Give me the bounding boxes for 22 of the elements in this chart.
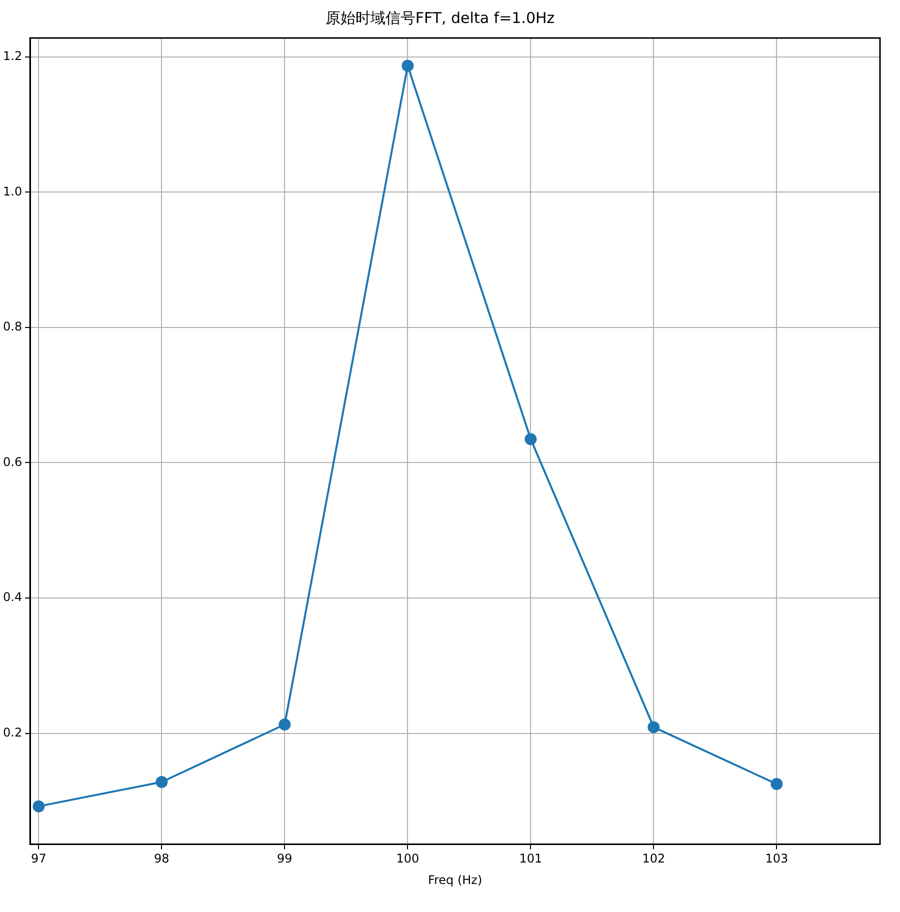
point (156, 776, 168, 788)
chart-title: 原始时域信号FFT, delta f=1.0Hz (325, 8, 555, 27)
x-tick-label: 101 (519, 852, 542, 866)
x-tick-label: 97 (31, 852, 46, 866)
y-tick-label: 1.2 (2, 49, 22, 64)
y-tick-label: 0.8 (2, 320, 22, 334)
point (648, 721, 660, 734)
point (402, 60, 414, 72)
y-tick-label: 0.6 (2, 454, 22, 469)
point (278, 718, 291, 730)
point (32, 800, 45, 812)
y-tick-label: 1.0 (2, 184, 22, 198)
x-axis-title: Freq (Hz) (428, 872, 482, 887)
point (770, 778, 783, 790)
x-tick-label: 98 (154, 852, 170, 866)
x-tick-label: 103 (765, 852, 788, 866)
y-tick-label: 0.4 (2, 590, 22, 604)
x-tick-label: 102 (642, 852, 666, 866)
y-tick-label: 0.2 (2, 725, 22, 740)
x-tick-label: 99 (277, 852, 292, 866)
point (524, 433, 537, 446)
x-tick-label: 100 (396, 852, 420, 866)
